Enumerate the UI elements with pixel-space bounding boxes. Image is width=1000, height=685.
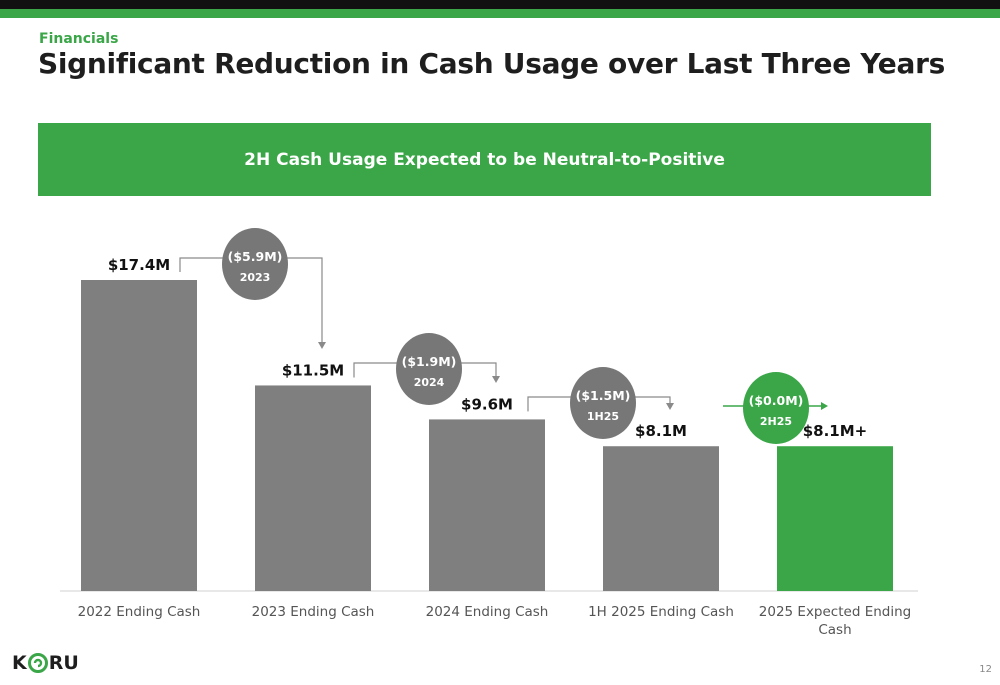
- bar-value-label-5: $8.1M+: [803, 422, 868, 440]
- change-amount-3: ($1.5M): [576, 388, 631, 403]
- banner: 2H Cash Usage Expected to be Neutral-to-…: [38, 123, 931, 196]
- change-bubble-3: [570, 367, 636, 439]
- bar-5: [777, 446, 893, 591]
- change-bubble-2: [396, 333, 462, 405]
- logo-letter-k: K: [12, 652, 27, 674]
- connector-arrowhead-4: [821, 402, 828, 410]
- change-period-3: 1H25: [587, 410, 619, 423]
- bar-value-label-3: $9.6M: [461, 395, 513, 413]
- logo-letters-ru: RU: [48, 652, 79, 674]
- bar-3: [429, 419, 545, 591]
- page-title: Significant Reduction in Cash Usage over…: [38, 47, 945, 80]
- change-period-1: 2023: [240, 271, 271, 284]
- bar-4: [603, 446, 719, 591]
- change-period-2: 2024: [414, 376, 445, 389]
- category-label-4: 1H 2025 Ending Cash: [588, 604, 734, 620]
- top-bar-black: [0, 0, 1000, 9]
- bar-2: [255, 385, 371, 591]
- category-label-2: 2023 Ending Cash: [252, 604, 375, 620]
- connector-arrowhead-2: [492, 376, 500, 383]
- change-amount-4: ($0.0M): [749, 393, 804, 408]
- change-amount-1: ($5.9M): [228, 249, 283, 264]
- section-label: Financials: [39, 31, 119, 47]
- change-period-4: 2H25: [760, 415, 792, 428]
- banner-text: 2H Cash Usage Expected to be Neutral-to-…: [244, 149, 725, 170]
- bar-1: [81, 280, 197, 591]
- bar-value-label-2: $11.5M: [282, 361, 344, 379]
- connector-arrowhead-3: [666, 403, 674, 410]
- bar-value-label-4: $8.1M: [635, 422, 687, 440]
- koru-spiral-icon: [27, 653, 48, 673]
- change-bubble-4: [743, 372, 809, 444]
- top-bar-green: [0, 9, 1000, 18]
- connector-arrowhead-1: [318, 342, 326, 349]
- koru-logo: K RU: [12, 652, 79, 674]
- category-label-5: 2025 Expected Ending Cash: [759, 604, 911, 638]
- change-bubble-1: [222, 228, 288, 300]
- bar-value-label-1: $17.4M: [108, 256, 170, 274]
- change-amount-2: ($1.9M): [402, 354, 457, 369]
- page-number: 12: [979, 664, 992, 675]
- category-label-3: 2024 Ending Cash: [426, 604, 549, 620]
- category-label-1: 2022 Ending Cash: [78, 604, 201, 620]
